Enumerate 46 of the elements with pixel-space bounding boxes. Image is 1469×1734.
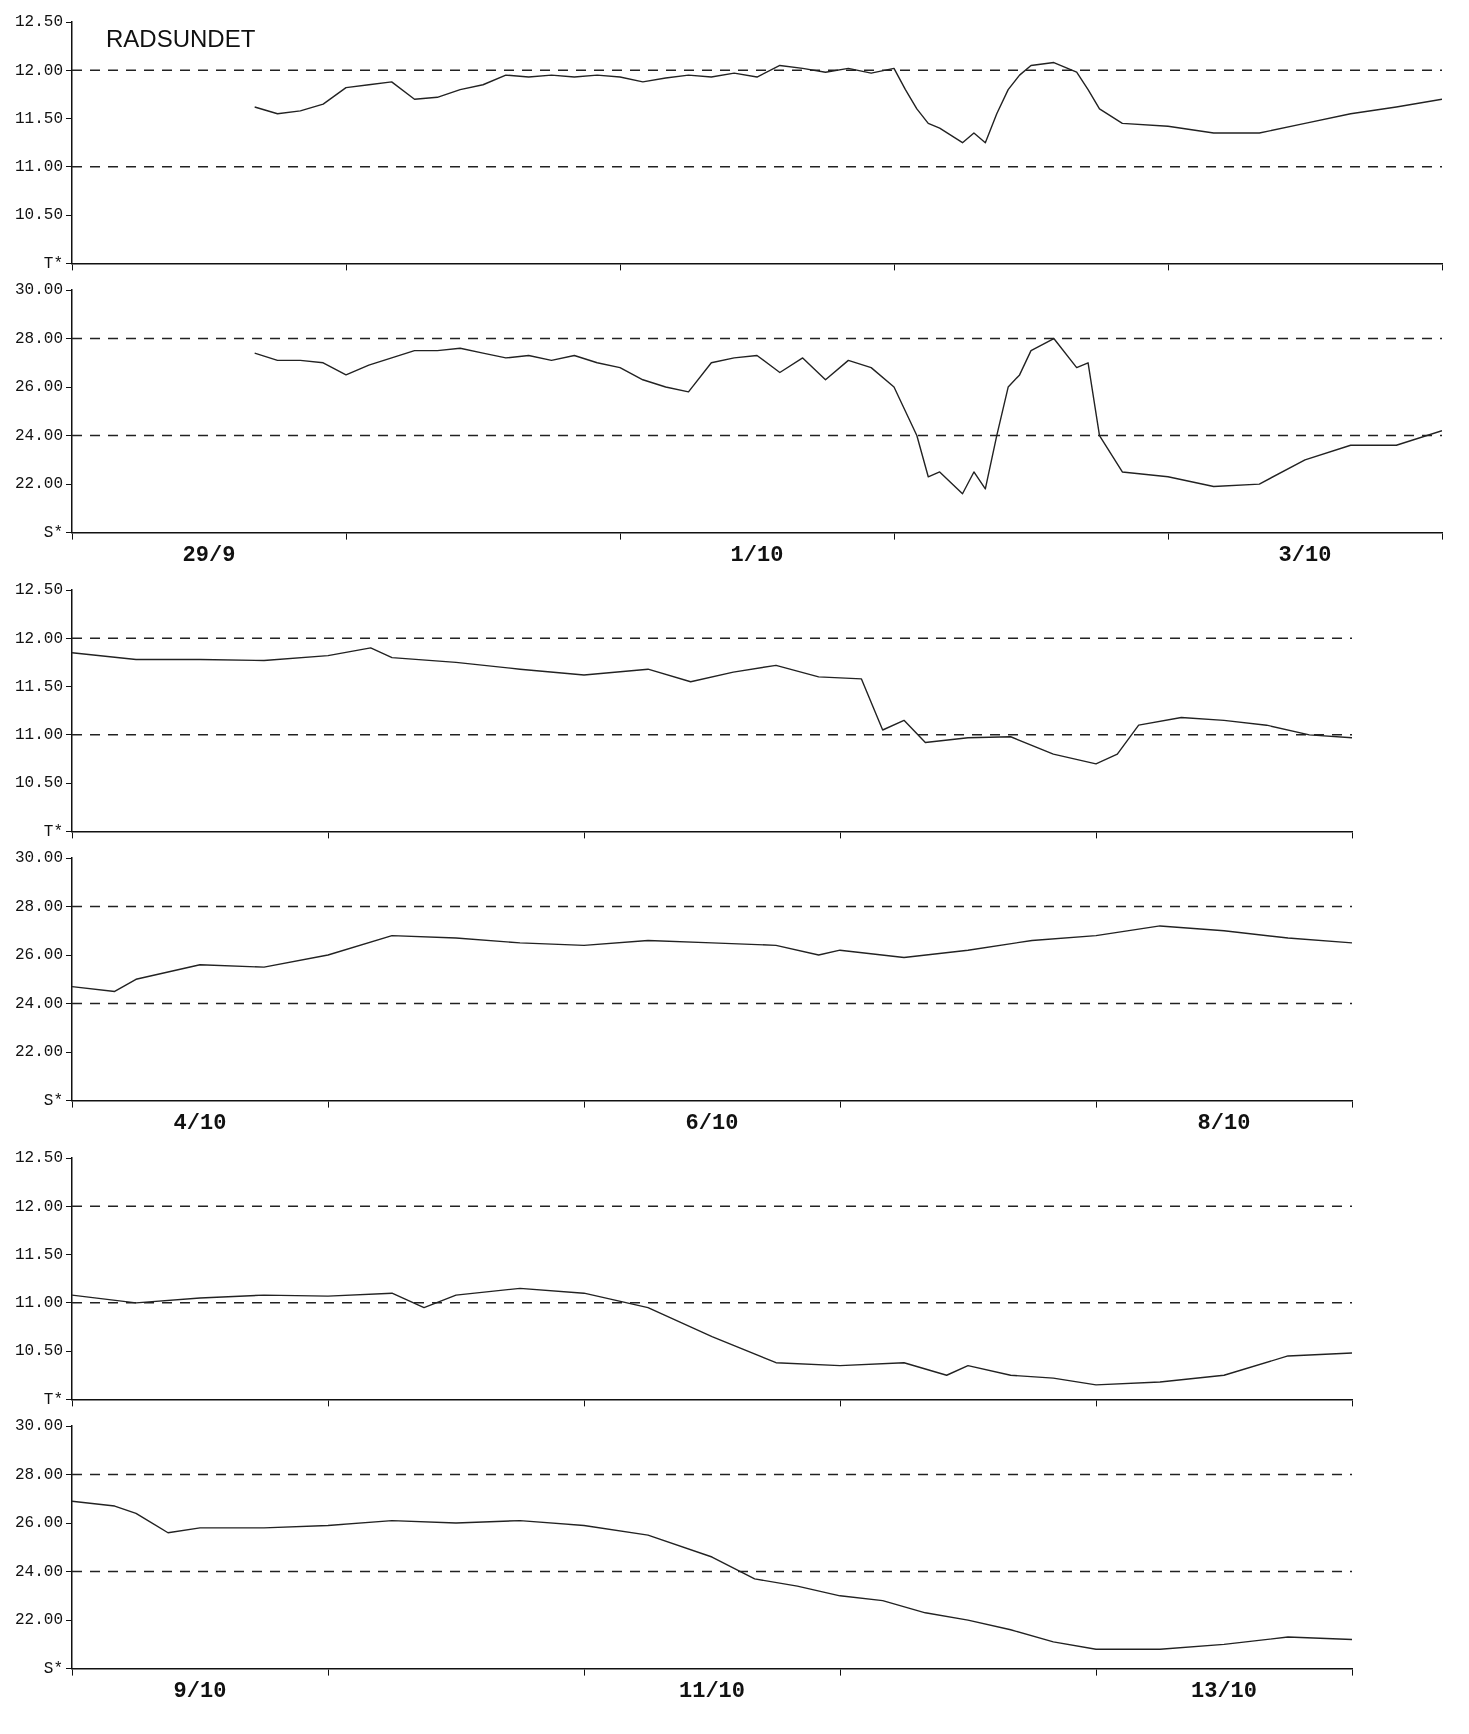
y-tick-label: 12.50 (14, 581, 64, 600)
y-tick-label: S* (43, 1659, 64, 1678)
y-tick-label: 11.00 (14, 726, 64, 745)
y-tick-label: T* (43, 254, 64, 273)
y-tick-label: 26.00 (14, 946, 64, 965)
y-tick-label: 10.50 (14, 1342, 64, 1361)
y-tick-label: 26.00 (14, 378, 64, 397)
x-tick-label: 13/10 (1190, 1679, 1258, 1705)
y-tick-label: 10.50 (14, 206, 64, 225)
y-tick-label: 12.50 (14, 1149, 64, 1168)
y-tick-label: 12.00 (14, 629, 64, 648)
y-tick-label: 30.00 (14, 1417, 64, 1436)
y-tick-label: 22.00 (14, 1611, 64, 1630)
y-tick-label: 26.00 (14, 1514, 64, 1533)
y-tick-label: 10.50 (14, 774, 64, 793)
x-tick-label: 11/10 (679, 1679, 746, 1705)
y-tick-label: S* (43, 1091, 64, 1110)
y-tick-label: 30.00 (14, 849, 64, 868)
y-tick-label: 12.00 (14, 1197, 64, 1216)
y-tick-label: 28.00 (14, 329, 64, 348)
x-tick-label: 6/10 (685, 1111, 739, 1137)
y-tick-label: 11.00 (14, 1294, 64, 1313)
y-tick-label: T* (43, 1390, 64, 1409)
y-tick-label: 12.50 (14, 13, 64, 32)
x-tick-label: 9/10 (173, 1679, 227, 1705)
x-tick-label: 3/10 (1278, 543, 1332, 569)
y-tick-label: 22.00 (14, 1043, 64, 1062)
x-tick-label: 4/10 (173, 1111, 227, 1137)
y-tick-label: 30.00 (14, 281, 64, 300)
y-tick-label: 22.00 (14, 475, 64, 494)
y-tick-label: 28.00 (14, 897, 64, 916)
y-tick-label: T* (43, 822, 64, 841)
y-tick-label: 11.50 (14, 109, 64, 128)
y-tick-label: 28.00 (14, 1465, 64, 1484)
y-tick-label: 24.00 (14, 1562, 64, 1581)
x-tick-label: 1/10 (730, 543, 784, 569)
y-tick-label: 11.00 (14, 158, 64, 177)
x-tick-label: 8/10 (1197, 1111, 1251, 1137)
y-tick-label: 24.00 (14, 994, 64, 1013)
y-tick-label: 24.00 (14, 426, 64, 445)
chart-title: RADSUNDET (106, 24, 256, 52)
y-tick-label: 11.50 (14, 677, 64, 696)
y-tick-label: 12.00 (14, 61, 64, 80)
y-tick-label: 11.50 (14, 1245, 64, 1264)
y-tick-label: S* (43, 523, 64, 542)
x-tick-label: 29/9 (182, 543, 236, 569)
